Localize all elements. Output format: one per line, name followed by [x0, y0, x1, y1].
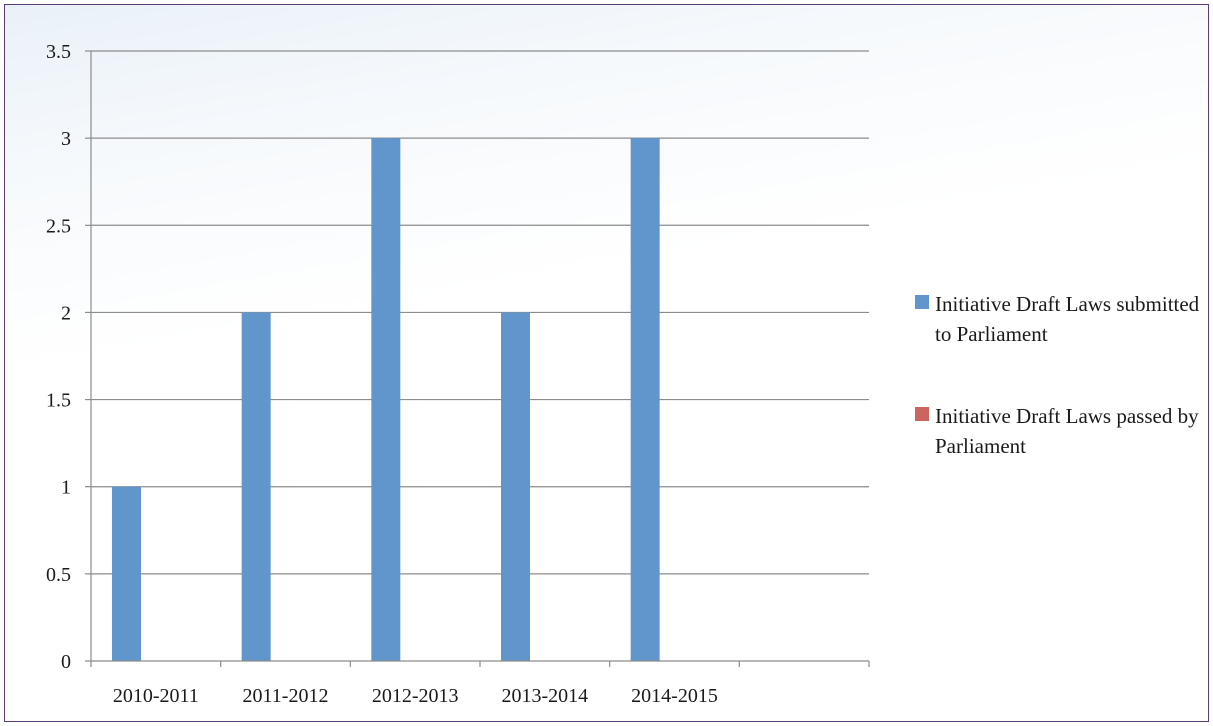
legend-swatch-submitted	[915, 295, 929, 309]
bar	[371, 138, 401, 662]
y-tick-label: 2.5	[46, 215, 71, 237]
legend-label-submitted: Initiative Draft Laws submitted to Parli…	[935, 292, 1200, 346]
bar	[241, 312, 271, 661]
y-tick-label: 0	[61, 651, 71, 673]
legend-item-submitted: Initiative Draft Laws submitted to Parli…	[913, 289, 1213, 349]
y-tick-label: 2	[61, 302, 71, 324]
axes	[85, 50, 870, 667]
legend-swatch-passed	[915, 407, 929, 421]
bar	[630, 138, 660, 662]
chart-frame: 0 0.5 1 1.5 2 2.5 3 3.5 2010-2011 2011-2012 2012-2…	[4, 4, 1209, 722]
y-tick-label: 3	[61, 128, 71, 150]
x-tick-label: 2011-2012	[243, 685, 329, 707]
legend: Initiative Draft Laws submitted to Parli…	[913, 289, 1213, 513]
y-tick-label: 0.5	[46, 564, 71, 586]
x-tick-label: 2012-2013	[372, 685, 459, 707]
tick-labels: 0 0.5 1 1.5 2 2.5 3 3.5 2010-2011 2011-2012 2012-2…	[46, 41, 718, 707]
legend-label-passed: Initiative Draft Laws passed by Parliame…	[935, 404, 1199, 458]
x-tick-label: 2014-2015	[631, 685, 718, 707]
bar	[501, 312, 530, 661]
gridlines	[91, 50, 869, 575]
y-tick-label: 1.5	[46, 390, 71, 412]
y-tick-label: 1	[61, 477, 71, 499]
bars	[112, 138, 660, 662]
x-tick-label: 2013-2014	[501, 685, 588, 707]
legend-item-passed: Initiative Draft Laws passed by Parliame…	[913, 401, 1213, 461]
x-tick-label: 2010-2011	[113, 685, 199, 707]
y-tick-label: 3.5	[46, 41, 71, 63]
bar-chart: 0 0.5 1 1.5 2 2.5 3 3.5 2010-2011 2011-2012 2012-2…	[46, 41, 870, 707]
bar	[112, 486, 141, 661]
